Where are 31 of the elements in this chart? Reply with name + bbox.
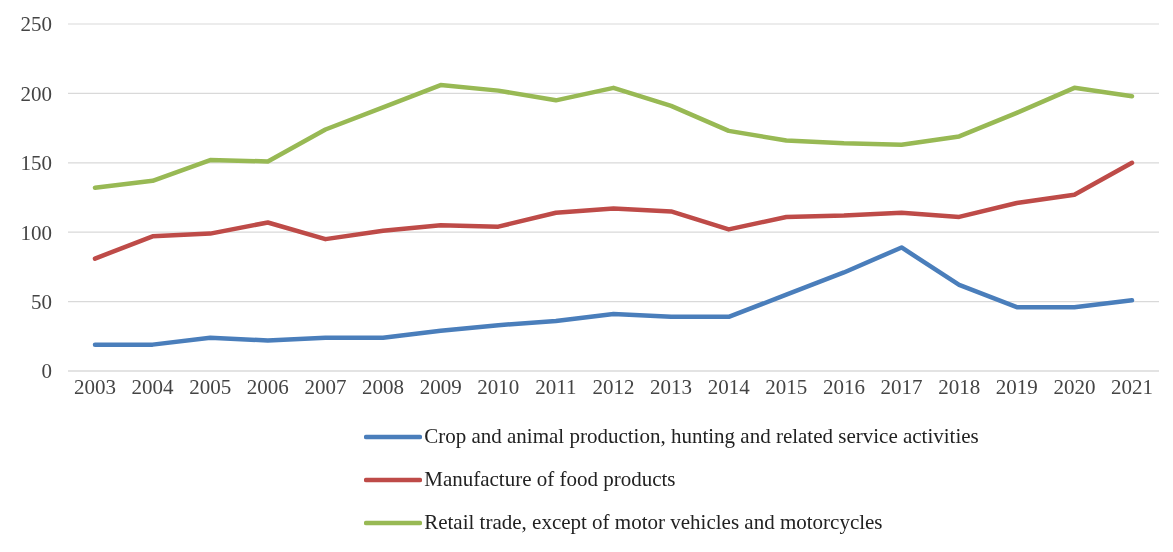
legend-label: Crop and animal production, hunting and related service activities — [424, 424, 979, 449]
line-series — [92, 82, 1135, 191]
legend-label: Manufacture of food products — [424, 467, 676, 492]
line-series — [92, 245, 1135, 347]
x-tick-label: 2010 — [477, 374, 520, 399]
y-tick-label: 250 — [20, 12, 52, 37]
x-tick-label: 2005 — [189, 374, 232, 399]
x-tick-label: 2015 — [765, 374, 808, 399]
y-tick-label: 0 — [41, 359, 52, 384]
x-tick-label: 2012 — [592, 374, 635, 399]
y-tick-label: 50 — [31, 290, 52, 315]
x-tick-label: 2011 — [535, 374, 577, 399]
x-tick-label: 2021 — [1111, 374, 1153, 399]
x-tick-label: 2006 — [246, 374, 289, 399]
x-tick-label: 2018 — [938, 374, 981, 399]
x-tick-label: 2003 — [74, 374, 116, 399]
x-tick-label: 2013 — [650, 374, 693, 399]
y-tick-label: 200 — [20, 81, 52, 106]
x-tick-label: 2020 — [1053, 374, 1096, 399]
x-tick-label: 2019 — [995, 374, 1038, 399]
y-tick-label: 150 — [20, 151, 52, 176]
x-tick-label: 2009 — [419, 374, 462, 399]
x-tick-label: 2004 — [131, 374, 175, 399]
x-tick-label: 2017 — [880, 374, 923, 399]
line-series — [92, 160, 1135, 261]
x-tick-label: 2008 — [362, 374, 405, 399]
x-tick-label: 2007 — [304, 374, 347, 399]
x-tick-label: 2014 — [707, 374, 751, 399]
y-tick-label: 100 — [20, 220, 52, 245]
legend-label: Retail trade, except of motor vehicles and motorcycles — [424, 510, 883, 535]
x-tick-label: 2016 — [822, 374, 865, 399]
